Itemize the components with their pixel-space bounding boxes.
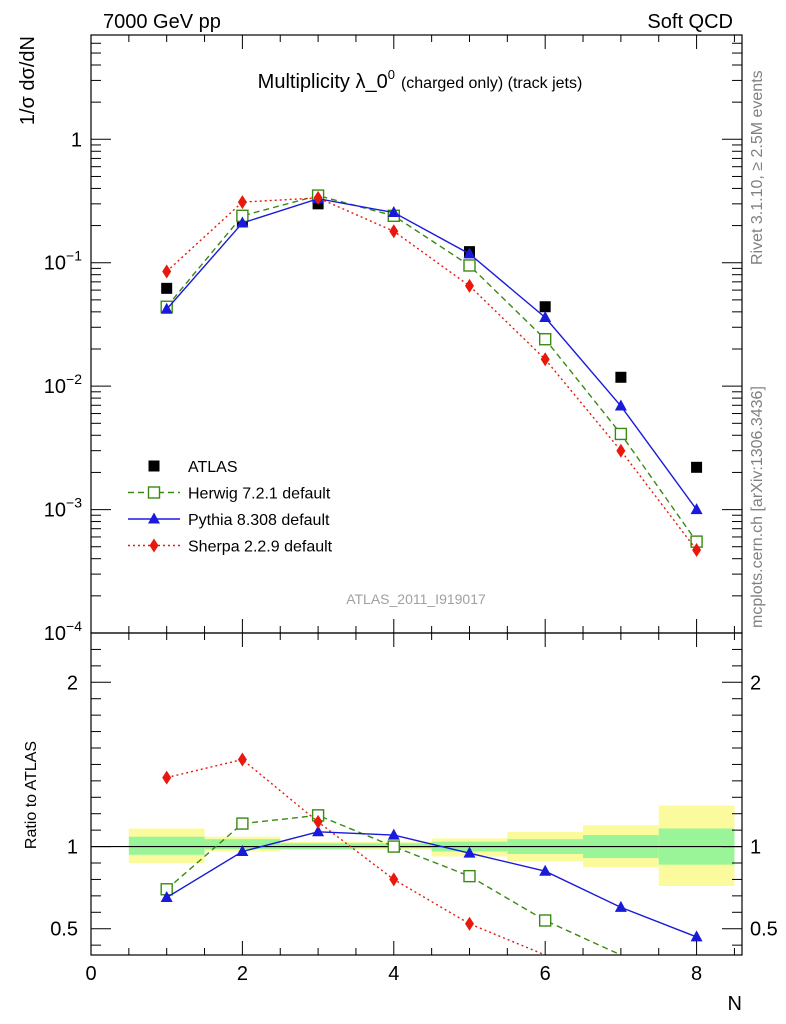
ratio-plot: 0.5 0.5 1 1 2 2 0 2 4 6 8 Ratio to ATLAS N [23, 632, 778, 1015]
legend-marker [149, 538, 159, 553]
ratio-y-tick-label-right: 2 [750, 672, 761, 694]
data-point [160, 302, 173, 314]
series-sherpa-2-2-9-default [162, 190, 702, 558]
data-point [616, 443, 626, 458]
analysis-label: ATLAS_2011_I919017 [346, 591, 486, 607]
ratio-y-tick-label-left: 1 [67, 837, 78, 859]
x-tick-label: 8 [691, 963, 702, 985]
series-line-pythia-8-308-default [166, 198, 698, 510]
y-tick-label: 10−2 [44, 371, 82, 398]
x-tick-label: 6 [540, 963, 551, 985]
legend-item-atlas: ATLAS [148, 459, 238, 476]
ratio-data-point [614, 900, 627, 912]
data-point [614, 399, 627, 411]
ratio-series-sherpa-2-2-9-default [162, 752, 546, 956]
ratio-data-point [236, 845, 249, 856]
header-right: Soft QCD [647, 11, 733, 33]
data-point [615, 371, 627, 383]
y-tick-label: 1 [71, 129, 82, 151]
ratio-data-point [539, 864, 552, 876]
uncertainty-band-inner [128, 836, 205, 855]
x-axis-label: N [728, 993, 742, 1015]
series-line-herwig-7-2-1-default [166, 194, 698, 543]
series-line-sherpa-2-2-9-default [166, 197, 698, 551]
ratio-data-point [162, 770, 172, 785]
ratio-y-tick-label-left: 2 [67, 672, 78, 694]
legend-label: Pythia 8.308 default [188, 512, 330, 529]
data-point [161, 282, 173, 294]
data-point [539, 310, 552, 322]
ratio-data-point [463, 869, 476, 883]
header-left: 7000 GeV pp [103, 11, 221, 33]
data-point [691, 461, 703, 473]
main-plot: Multiplicity λ_00(charged only) (track j… [17, 34, 743, 645]
data-point [538, 333, 552, 346]
main-y-label: 1/σ dσ/dN [17, 36, 39, 125]
ratio-frame [90, 632, 743, 956]
ratio-series-pythia-8-308-default [160, 825, 703, 942]
legend-item-herwig-7-2-1-default: Herwig 7.2.1 default [128, 486, 331, 503]
data-point [539, 301, 551, 313]
ratio-data-point [690, 930, 703, 942]
ratio-y-label: Ratio to ATLAS [23, 741, 40, 849]
data-point [463, 259, 476, 272]
main-title: Multiplicity λ_00(charged only) (track j… [258, 67, 583, 93]
x-tick-label: 4 [388, 963, 399, 985]
ratio-data-point [387, 828, 400, 840]
legend-label: Herwig 7.2.1 default [188, 486, 331, 503]
ratio-series-herwig-7-2-1-default [160, 809, 622, 956]
legend-marker [148, 512, 160, 524]
ratio-data-point [237, 752, 247, 767]
ratio-data-point [160, 891, 173, 902]
mcplots-label: mcplots.cern.ch [arXiv:1306.3436] [749, 386, 766, 628]
uncertainty-band-inner [204, 839, 281, 850]
ratio-y-tick-label-right: 0.5 [750, 919, 778, 941]
ratio-data-point [312, 825, 325, 837]
data-point [236, 216, 249, 228]
legend-label: ATLAS [188, 459, 238, 476]
y-tick-label: 10−4 [44, 618, 82, 645]
data-point [389, 224, 399, 239]
ratio-data-point [464, 916, 474, 931]
data-point [237, 195, 247, 210]
data-point [540, 352, 550, 367]
ratio-data-point [389, 872, 399, 887]
legend-item-pythia-8-308-default: Pythia 8.308 default [128, 512, 330, 529]
data-point [313, 190, 323, 205]
ratio-data-point [463, 846, 476, 858]
legend-label: Sherpa 2.2.9 default [188, 539, 333, 556]
ratio-data-point [313, 814, 323, 829]
ratio-y-tick-label-right: 1 [750, 837, 761, 859]
ratio-data-point [538, 914, 552, 927]
data-point [162, 264, 172, 279]
y-tick-label: 10−3 [44, 495, 82, 522]
data-point [464, 278, 474, 293]
data-point [614, 427, 628, 441]
legend-item-sherpa-2-2-9-default: Sherpa 2.2.9 default [128, 538, 333, 556]
data-point [692, 543, 702, 558]
y-tick-label: 10−1 [44, 248, 82, 275]
ratio-series-line-pythia-8-308-default [166, 831, 697, 938]
ratio-data-point [236, 817, 249, 830]
legend-marker [147, 486, 161, 499]
data-point [387, 206, 400, 218]
ratio-y-tick-label-left: 0.5 [50, 919, 78, 941]
x-tick-label: 0 [85, 963, 96, 985]
ratio-data-point [387, 840, 400, 853]
legend-marker [148, 460, 160, 472]
x-tick-label: 2 [237, 963, 248, 985]
data-point [463, 247, 476, 259]
rivet-label: Rivet 3.1.10, ≥ 2.5M events [749, 70, 766, 265]
data-point [690, 503, 703, 515]
